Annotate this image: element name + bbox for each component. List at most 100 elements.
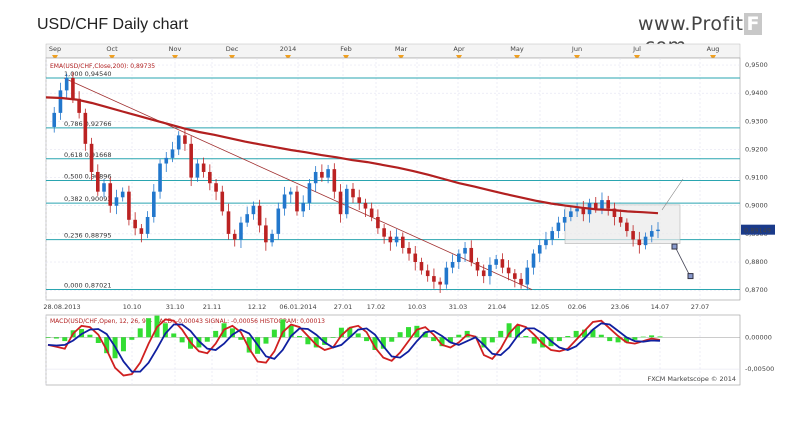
candle-body (170, 149, 175, 158)
candle-body (201, 163, 206, 172)
candle-body (562, 216, 567, 223)
macd-histogram-bar (489, 337, 495, 343)
candle-body (102, 183, 106, 192)
macd-histogram-bar (607, 337, 613, 342)
price-tick-label: 0,9300 (745, 117, 768, 125)
macd-histogram-bar (322, 337, 328, 345)
projection-marker (687, 273, 694, 280)
candle-body (550, 231, 554, 240)
macd-histogram-bar (481, 337, 487, 348)
macd-histogram-bar (129, 337, 135, 340)
candle-body (332, 169, 337, 192)
candle-body (58, 90, 63, 113)
macd-histogram-bar (355, 333, 361, 338)
macd-histogram-bar (137, 328, 143, 338)
macd-histogram-bar (582, 329, 588, 338)
fib-level-label: 0,382 0,90093 (64, 195, 112, 203)
macd-indicator-label: MACD(USD/CHF,Open, 12, 26, 9) - MACD: -0… (50, 318, 325, 325)
candle-body (195, 163, 200, 178)
month-label: May (510, 45, 524, 53)
candle-body (407, 247, 411, 254)
projection-up (661, 178, 684, 211)
price-tick-label: 0,9500 (745, 61, 768, 69)
month-marker (710, 55, 716, 60)
x-tick-label: 23.06 (611, 303, 630, 311)
month-label: Mar (395, 45, 408, 53)
fib-level-label: 0,618 0,91668 (64, 151, 112, 159)
candle-body (432, 276, 436, 282)
last-price-value: 0,89149 (744, 227, 771, 235)
macd-histogram-bar (87, 334, 93, 338)
candle-body (631, 231, 635, 240)
macd-histogram-bar (632, 337, 638, 340)
macd-histogram-bar (414, 325, 420, 338)
candle-body (176, 135, 181, 150)
candle-body (351, 188, 355, 198)
candle-body (369, 208, 374, 217)
candle-body (544, 239, 548, 246)
x-tick-label: 10.10 (123, 303, 142, 311)
candle-body (444, 267, 449, 285)
month-label: Apr (453, 45, 465, 53)
candle-body (513, 273, 517, 279)
candle-body (226, 211, 231, 234)
candle-body (556, 222, 561, 232)
last-price-tag (741, 224, 775, 235)
price-tick-label: 0,9100 (745, 174, 768, 182)
candle-body (108, 183, 113, 206)
macd-histogram-bar (590, 329, 596, 338)
candle-body (537, 245, 542, 254)
signal-line (47, 322, 661, 373)
x-tick-label: 06.01.2014 (279, 303, 316, 311)
macd-histogram-bar (506, 323, 512, 338)
month-label: Jul (632, 45, 641, 53)
macd-histogram-bar (196, 337, 202, 348)
candle-body (376, 216, 380, 229)
macd-histogram-bar (498, 330, 504, 338)
macd-panel (45, 314, 741, 386)
candle-body (214, 183, 218, 192)
price-tick-label: 0,9400 (745, 89, 768, 97)
x-tick-label: 28.08.2013 (43, 303, 80, 311)
x-tick-label: 31.03 (449, 303, 468, 311)
candle-body (120, 191, 125, 198)
candle-body (158, 163, 162, 192)
macd-histogram-bar (640, 336, 646, 338)
candle-body (643, 236, 648, 246)
macd-histogram-bar (204, 337, 210, 342)
candle-body (618, 216, 623, 223)
candle-body (500, 259, 505, 268)
candle-body (438, 281, 442, 285)
candle-body (519, 278, 523, 285)
candle-body (307, 183, 312, 203)
macd-histogram-bar (514, 325, 520, 338)
candle-body (363, 202, 368, 209)
macd-histogram-bar (372, 337, 378, 350)
fib-level-label: 0,236 0,88795 (64, 232, 112, 240)
x-tick-label: 12.12 (248, 303, 267, 311)
month-label: Feb (340, 45, 352, 53)
price-panel (45, 57, 741, 301)
candle-body (282, 194, 287, 209)
month-label: 2014 (280, 45, 297, 53)
candle-body (481, 270, 486, 277)
watermark: FXCM Marketscope © 2014 (647, 375, 736, 383)
macd-histogram-bar (330, 337, 336, 338)
candle-body (288, 191, 293, 195)
candle-body (357, 197, 362, 203)
macd-histogram-bar (305, 337, 311, 345)
macd-histogram-bar (213, 330, 219, 338)
chart-title: USD/CHF Daily chart (37, 16, 189, 33)
candle-body (232, 233, 237, 240)
x-tick-label: 10.03 (408, 303, 427, 311)
candle-body (245, 214, 249, 223)
macd-histogram-bar (146, 318, 152, 338)
candle-body (475, 262, 480, 271)
macd-histogram-bar (297, 336, 303, 338)
macd-histogram-bar (288, 325, 294, 338)
candle-body (114, 197, 119, 206)
month-marker (634, 55, 640, 60)
candle-body (413, 253, 418, 263)
x-tick-label: 27.07 (691, 303, 710, 311)
x-tick-label: 31.10 (166, 303, 185, 311)
